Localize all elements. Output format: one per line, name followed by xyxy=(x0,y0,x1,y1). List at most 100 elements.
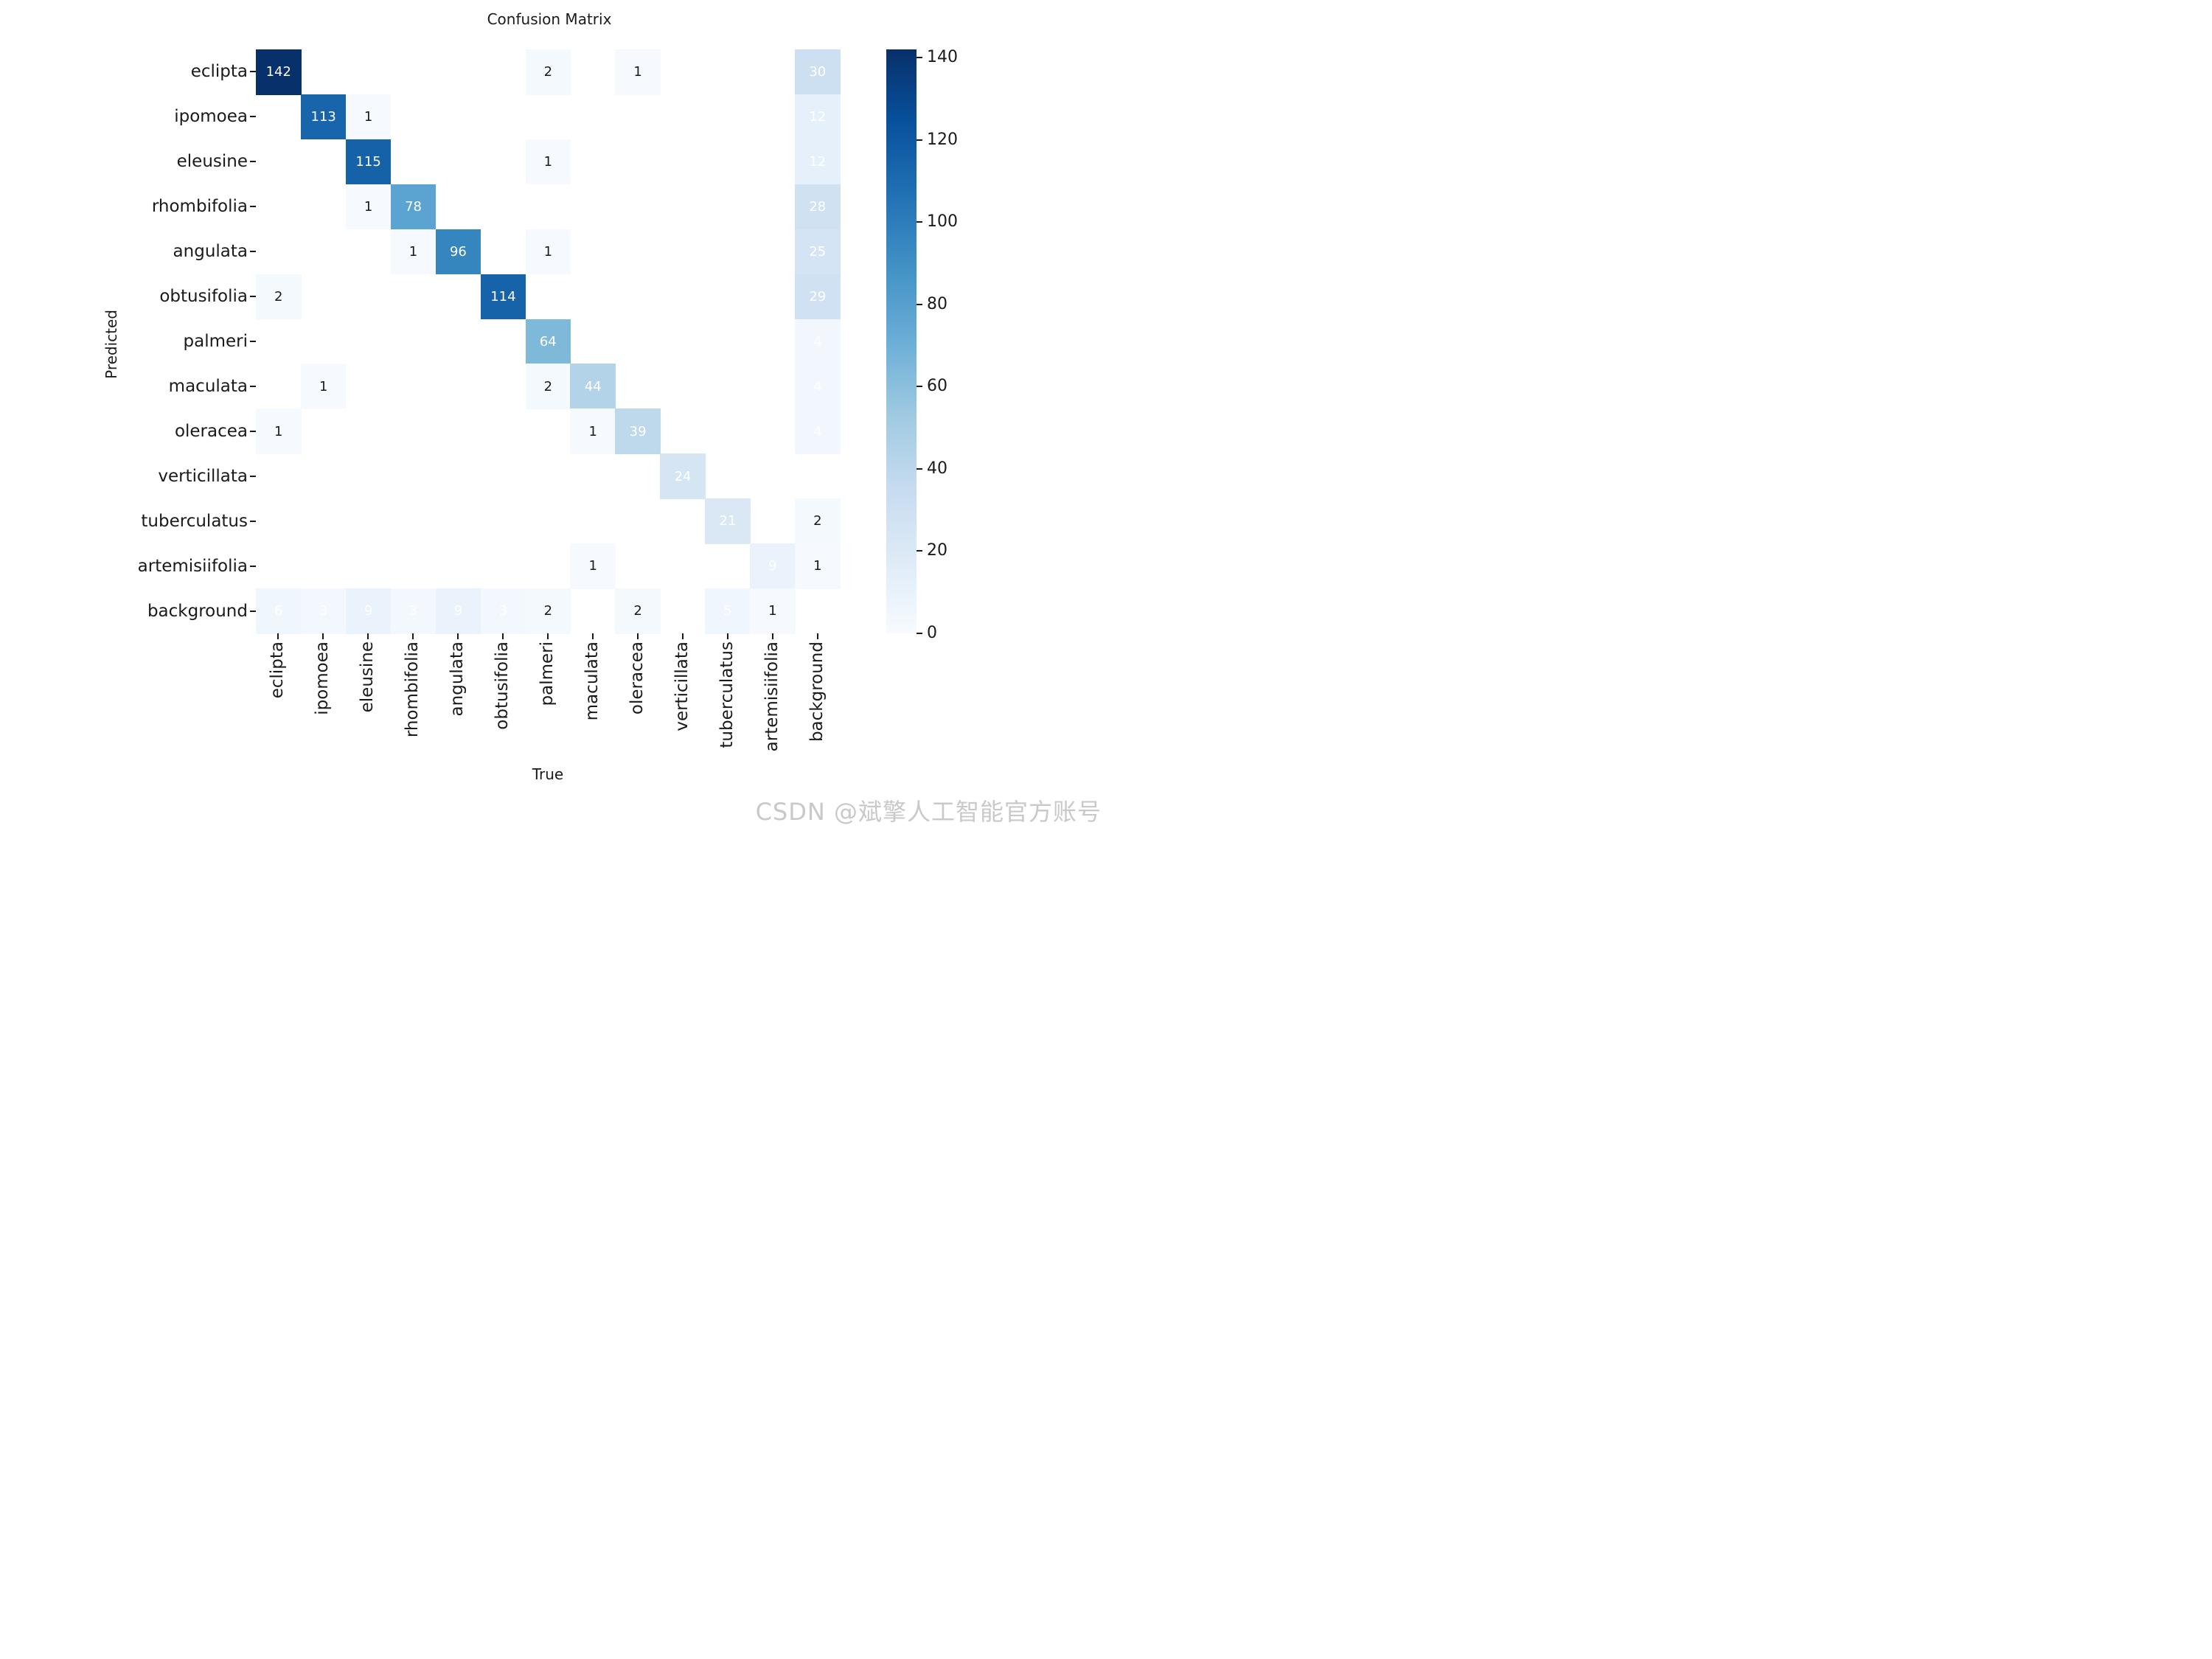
cell-value: 1 xyxy=(768,603,777,619)
y-tick-label: ipomoea xyxy=(174,107,248,127)
x-tick-mark xyxy=(277,633,279,639)
heatmap-cell: 1 xyxy=(750,588,796,634)
cell-value: 114 xyxy=(490,288,516,305)
y-tick-label: background xyxy=(147,601,248,621)
heatmap-cell: 29 xyxy=(795,274,841,320)
heatmap-cell: 1 xyxy=(390,229,437,275)
x-tick-label: angulata xyxy=(448,641,467,717)
cell-value: 12 xyxy=(809,109,827,125)
cell-value: 9 xyxy=(364,603,373,619)
y-tick-mark xyxy=(250,565,256,567)
heatmap-cell: 2 xyxy=(795,498,841,544)
cell-value: 3 xyxy=(319,603,328,619)
y-tick-label: eleusine xyxy=(176,152,248,172)
heatmap-grid: 142 2 1 30 113 1 12 115 1 12 1 78 28 1 96 1 25 2 114 29 64 4 1… xyxy=(256,49,841,634)
x-tick-mark xyxy=(412,633,414,639)
y-tick-label: angulata xyxy=(173,242,248,262)
colorbar-tick-label: 20 xyxy=(927,541,947,560)
colorbar-tick-label: 100 xyxy=(927,212,958,232)
heatmap-cell: 2 xyxy=(525,588,571,634)
colorbar-tick-mark xyxy=(917,633,922,634)
cell-value: 78 xyxy=(405,199,422,215)
colorbar-tick-mark xyxy=(917,550,922,552)
cell-value: 115 xyxy=(355,154,381,170)
cell-value: 96 xyxy=(449,243,467,260)
y-tick-label: palmeri xyxy=(183,332,248,351)
cell-value: 4 xyxy=(813,333,822,349)
heatmap-cell: 1 xyxy=(615,49,661,95)
cell-value: 2 xyxy=(543,378,553,394)
y-tick-label: rhombifolia xyxy=(151,197,248,217)
heatmap-cell: 2 xyxy=(525,49,571,95)
cell-value: 29 xyxy=(809,288,827,305)
heatmap-cell: 96 xyxy=(435,229,481,275)
colorbar-tick-label: 40 xyxy=(927,459,947,478)
cell-value: 3 xyxy=(498,603,508,619)
colorbar-tick-mark xyxy=(917,386,922,388)
x-tick-label: background xyxy=(807,641,827,742)
heatmap-cell: 1 xyxy=(795,543,841,589)
y-tick-label: oleracea xyxy=(174,421,248,441)
heatmap-cell: 3 xyxy=(300,588,347,634)
cell-value: 30 xyxy=(809,64,827,80)
cell-value: 2 xyxy=(633,603,642,619)
y-tick-mark xyxy=(250,71,256,73)
x-tick-mark xyxy=(322,633,324,639)
heatmap-cell: 4 xyxy=(795,319,841,365)
y-tick-label: tuberculatus xyxy=(141,511,248,531)
cell-value: 1 xyxy=(274,423,283,439)
x-tick-label: obtusifolia xyxy=(493,641,512,730)
colorbar-tick-mark xyxy=(917,57,922,59)
cell-value: 28 xyxy=(809,199,827,215)
cell-value: 3 xyxy=(408,603,418,619)
cell-value: 12 xyxy=(809,154,827,170)
heatmap-cell: 2 xyxy=(256,274,302,320)
heatmap-cell: 44 xyxy=(570,364,616,409)
cell-value: 2 xyxy=(813,513,822,529)
y-tick-mark xyxy=(250,251,256,253)
heatmap-cell: 12 xyxy=(795,139,841,185)
y-tick-label: eclipta xyxy=(190,62,248,82)
x-tick-label: verticillata xyxy=(672,641,692,731)
x-tick-mark xyxy=(636,633,639,639)
heatmap-cell: 28 xyxy=(795,184,841,230)
y-tick-label: obtusifolia xyxy=(159,287,248,307)
heatmap-cell: 2 xyxy=(525,364,571,409)
cell-value: 9 xyxy=(453,603,463,619)
cell-value: 64 xyxy=(539,333,557,349)
y-tick-mark xyxy=(250,385,256,387)
cell-value: 44 xyxy=(584,378,602,394)
cell-value: 21 xyxy=(719,513,737,529)
heatmap-cell: 1 xyxy=(525,139,571,185)
x-tick-mark xyxy=(726,633,728,639)
colorbar-tick-mark xyxy=(917,139,922,141)
colorbar-tick-mark xyxy=(917,303,922,305)
colorbar-tick-label: 140 xyxy=(927,48,958,67)
heatmap-cell: 3 xyxy=(480,588,526,634)
cell-value: 2 xyxy=(543,64,553,80)
y-tick-mark xyxy=(250,520,256,522)
cell-value: 25 xyxy=(809,243,827,260)
heatmap-cell: 3 xyxy=(390,588,437,634)
colorbar-tick-label: 80 xyxy=(927,294,947,313)
cell-value: 24 xyxy=(674,468,692,484)
heatmap-cell: 1 xyxy=(570,408,616,454)
cell-value: 2 xyxy=(274,288,283,305)
heatmap-cell: 4 xyxy=(795,408,841,454)
cell-value: 5 xyxy=(723,603,732,619)
cell-value: 39 xyxy=(629,423,647,439)
colorbar-tick-label: 0 xyxy=(927,624,937,642)
y-tick-mark xyxy=(250,610,256,612)
cell-value: 1 xyxy=(813,558,822,574)
x-tick-label: eleusine xyxy=(358,641,378,713)
heatmap-cell: 5 xyxy=(705,588,751,634)
heatmap-cell: 39 xyxy=(615,408,661,454)
cell-value: 2 xyxy=(543,603,553,619)
y-tick-mark xyxy=(250,296,256,298)
chart-title: Confusion Matrix xyxy=(487,10,612,28)
y-tick-label: maculata xyxy=(168,376,248,396)
cell-value: 1 xyxy=(633,64,642,80)
heatmap-cell: 30 xyxy=(795,49,841,95)
heatmap-cell: 24 xyxy=(660,453,706,499)
heatmap-cell: 1 xyxy=(345,184,392,230)
